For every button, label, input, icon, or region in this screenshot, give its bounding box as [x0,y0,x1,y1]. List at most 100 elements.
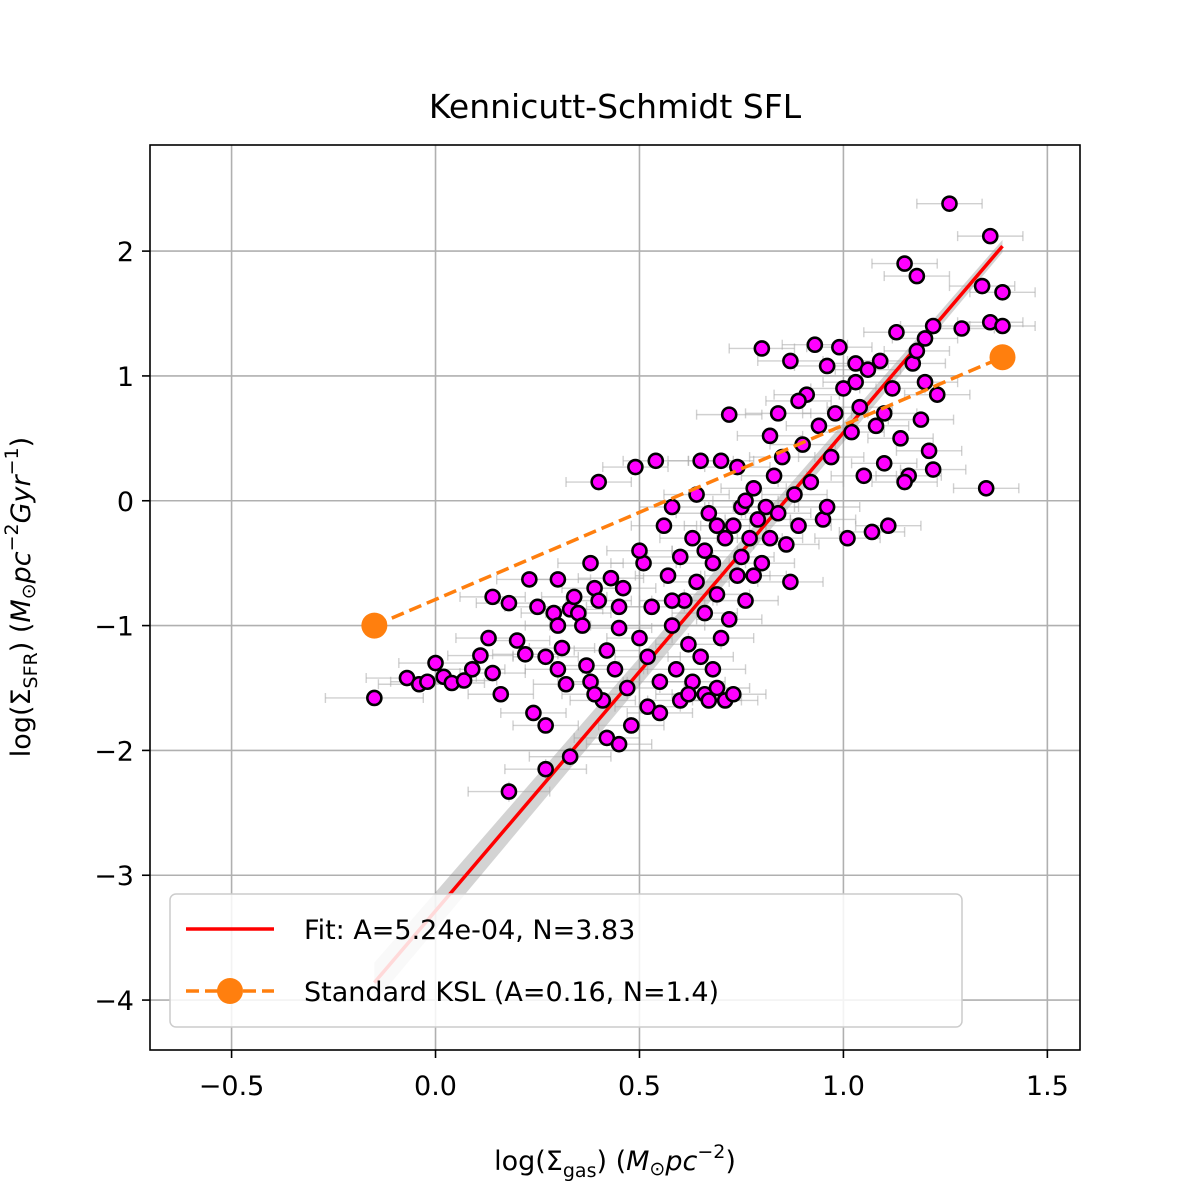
x-tick-label: 0.0 [414,1071,457,1102]
data-point [871,352,889,370]
data-point [729,567,746,584]
data-point [680,636,697,653]
data-point [610,598,628,616]
data-point [769,405,787,422]
data-point [847,373,864,391]
data-point [737,592,754,609]
data-point [472,647,489,664]
y-tick-label: −4 [94,986,134,1017]
data-point [720,406,738,423]
data-point [745,567,762,584]
data-point [688,573,705,591]
data-point [692,452,709,470]
data-point [590,473,607,491]
data-point [455,672,473,689]
y-tick-label: −2 [94,736,134,767]
data-point [590,592,607,609]
y-axis-label: log(ΣSFR) (M⊙pc−2Gyr−1) [1,437,42,757]
data-point [994,283,1011,301]
data-point [745,479,762,497]
data-point [366,689,383,707]
data-point [765,467,783,485]
data-point [708,517,726,535]
data-point [724,685,742,703]
data-point [753,554,771,572]
data-point [822,448,840,466]
data-point [663,617,681,634]
data-point [741,529,758,547]
data-point [667,660,685,678]
data-point [419,673,436,691]
data-point [623,717,640,734]
data-point [516,645,534,663]
data-point [786,486,803,503]
data-point [500,783,518,800]
data-point [631,629,648,647]
data-point [606,660,624,678]
data-point [981,227,999,245]
data-point [818,357,836,375]
data-point [582,554,599,572]
data-point [994,317,1011,335]
data-point [525,704,542,722]
data-point [708,679,726,697]
data-point [908,342,926,360]
data-point [863,523,881,541]
data-point [427,654,444,672]
data-point [920,442,938,460]
data-point [529,598,546,616]
data-point [627,458,644,476]
data-point [463,660,481,678]
data-point [537,717,554,734]
data-point [508,632,526,649]
data-point [643,598,661,616]
data-point [782,573,799,591]
data-point [953,320,971,337]
data-point [549,617,567,634]
data-point [586,685,603,703]
data-point [704,554,722,572]
chart-title: Kennicutt-Schmidt SFL [429,87,802,126]
data-point [778,536,795,553]
data-point [908,267,926,285]
data-point [704,660,722,678]
data-point [700,692,718,709]
data-point [655,517,673,535]
data-point [659,567,677,584]
data-point [647,452,665,470]
data-point [884,380,901,397]
data-point [720,611,738,628]
data-point [761,529,779,547]
data-point [549,571,567,588]
data-point [700,504,718,522]
data-point [851,398,869,416]
data-point [712,452,730,470]
data-point [651,673,669,691]
data-point [549,660,567,678]
data-point [855,467,873,485]
data-point [810,417,828,435]
fit-lines [373,244,1004,984]
y-tick-label: −1 [94,612,134,643]
plot-frame [149,144,1081,1051]
data-point [574,617,591,634]
data-point [973,277,991,295]
data-point [553,639,571,657]
data-point [610,619,628,637]
data-point [537,760,554,778]
x-tick-label: 1.0 [822,1071,865,1102]
data-point [826,405,844,422]
data-point [696,604,714,622]
data-point [492,685,510,703]
data-point [631,542,648,559]
data-point [708,586,726,603]
y-tick-label: 2 [117,237,134,268]
data-point [875,455,893,472]
data-point [843,423,860,441]
data-point [916,330,934,347]
data-point [565,588,583,606]
x-tick-label: −0.5 [199,1071,265,1102]
fit-line [373,244,1004,984]
data-point [896,255,913,272]
y-tick-label: 1 [117,362,134,393]
